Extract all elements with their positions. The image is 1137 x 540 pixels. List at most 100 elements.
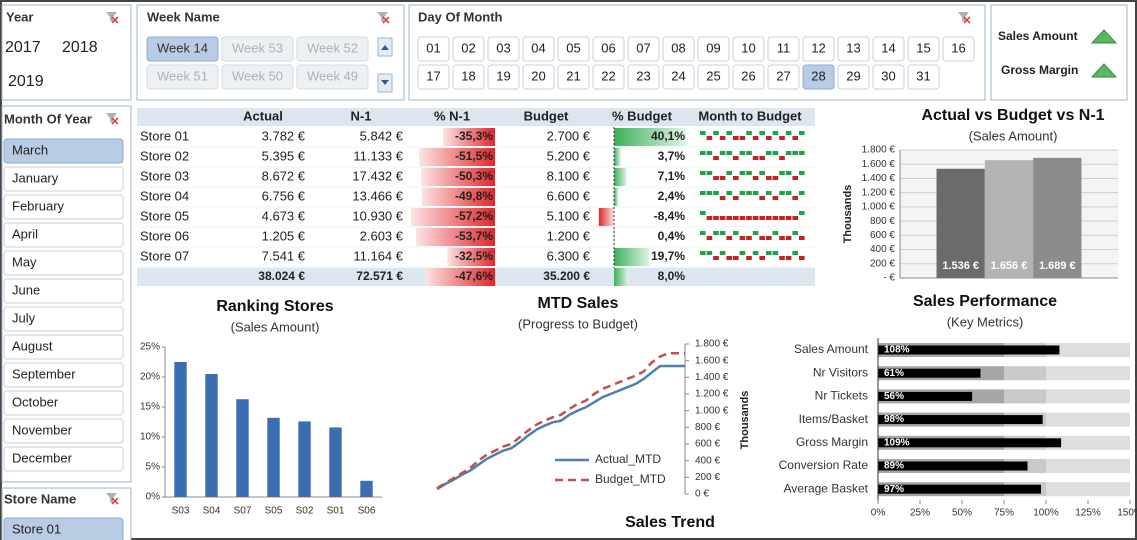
day-button[interactable] — [697, 36, 730, 62]
day-button[interactable] — [732, 36, 765, 62]
month-button[interactable] — [3, 166, 124, 192]
day-button-label[interactable]: 21 — [566, 68, 580, 83]
day-button[interactable] — [837, 64, 870, 90]
day-button-label[interactable]: 11 — [777, 40, 791, 55]
week-button[interactable] — [221, 64, 294, 90]
month-button[interactable] — [3, 250, 124, 276]
day-button[interactable] — [872, 64, 905, 90]
clear-filter-icon[interactable] — [111, 16, 119, 24]
day-button-label[interactable]: 26 — [741, 68, 755, 83]
day-button[interactable] — [697, 64, 730, 90]
day-button[interactable] — [802, 36, 835, 62]
day-button-label[interactable]: 03 — [496, 40, 510, 55]
month-button[interactable] — [3, 446, 124, 472]
day-button-label[interactable]: 24 — [671, 68, 685, 83]
month-button[interactable] — [3, 138, 124, 164]
day-button[interactable] — [592, 36, 625, 62]
day-button-label[interactable]: 04 — [531, 40, 545, 55]
week-button[interactable] — [146, 64, 219, 90]
day-button-label[interactable]: 12 — [811, 40, 825, 55]
store-button-label[interactable]: Store 01 — [12, 521, 61, 536]
day-button[interactable] — [942, 36, 975, 62]
day-button-label[interactable]: 19 — [496, 68, 510, 83]
day-button[interactable] — [417, 64, 450, 90]
day-button[interactable] — [627, 64, 660, 90]
day-button[interactable] — [907, 64, 940, 90]
day-button-label[interactable]: 10 — [741, 40, 755, 55]
day-button[interactable] — [802, 64, 835, 90]
metric-triangle[interactable] — [1090, 29, 1118, 44]
week-button-label[interactable]: Week 49 — [307, 68, 358, 83]
day-button-label[interactable]: 23 — [636, 68, 650, 83]
month-button-label[interactable]: August — [12, 338, 53, 353]
day-button-label[interactable]: 30 — [881, 68, 895, 83]
month-button-label[interactable]: October — [12, 394, 59, 409]
day-button[interactable] — [487, 36, 520, 62]
scroll-up-arrow[interactable] — [381, 45, 389, 50]
month-button[interactable] — [3, 306, 124, 332]
clear-filter-icon[interactable] — [106, 493, 117, 503]
clear-filter-icon[interactable] — [963, 16, 971, 24]
month-button[interactable] — [3, 194, 124, 220]
week-button-label[interactable]: Week 51 — [157, 68, 208, 83]
clear-filter-icon[interactable] — [958, 12, 969, 22]
day-button-label[interactable]: 16 — [951, 40, 965, 55]
week-button[interactable] — [296, 36, 369, 62]
day-button[interactable] — [662, 64, 695, 90]
day-button[interactable] — [557, 36, 590, 62]
day-button[interactable] — [872, 36, 905, 62]
scroll-down-arrow[interactable] — [381, 80, 389, 85]
store-button[interactable] — [3, 517, 124, 540]
year-item[interactable]: 2017 — [5, 39, 41, 56]
day-button-label[interactable]: 08 — [671, 40, 685, 55]
month-button-label[interactable]: July — [12, 310, 36, 325]
day-button-label[interactable]: 29 — [846, 68, 860, 83]
week-button-label[interactable]: Week 52 — [307, 40, 358, 55]
day-button-label[interactable]: 25 — [706, 68, 720, 83]
day-button-label[interactable]: 15 — [916, 40, 930, 55]
clear-filter-icon[interactable] — [106, 113, 117, 123]
day-button[interactable] — [907, 36, 940, 62]
clear-filter-icon[interactable] — [111, 117, 119, 125]
day-button[interactable] — [522, 36, 555, 62]
day-button[interactable] — [452, 64, 485, 90]
month-button-label[interactable]: June — [12, 282, 40, 297]
day-button-label[interactable]: 07 — [636, 40, 650, 55]
clear-filter-icon[interactable] — [106, 12, 117, 22]
day-button-label[interactable]: 17 — [426, 68, 440, 83]
day-button[interactable] — [767, 36, 800, 62]
month-button-label[interactable]: March — [12, 142, 48, 157]
day-button-label[interactable]: 01 — [426, 40, 440, 55]
day-button[interactable] — [627, 36, 660, 62]
week-button-label[interactable]: Week 53 — [232, 40, 283, 55]
month-button[interactable] — [3, 418, 124, 444]
week-button[interactable] — [146, 36, 219, 62]
day-button-label[interactable]: 18 — [461, 68, 475, 83]
month-button-label[interactable]: April — [12, 226, 38, 241]
day-button[interactable] — [487, 64, 520, 90]
metric-button[interactable]: Gross Margin — [1001, 63, 1078, 77]
day-button-label[interactable]: 13 — [846, 40, 860, 55]
clear-filter-icon[interactable] — [382, 16, 390, 24]
metric-triangle[interactable] — [1090, 63, 1118, 78]
month-button-label[interactable]: December — [12, 450, 73, 465]
day-button[interactable] — [592, 64, 625, 90]
week-button-label[interactable]: Week 50 — [232, 68, 283, 83]
week-button-label[interactable]: Week 14 — [157, 40, 208, 55]
day-button-label[interactable]: 27 — [776, 68, 790, 83]
metric-button[interactable]: Sales Amount — [998, 29, 1078, 43]
month-button-label[interactable]: November — [12, 422, 73, 437]
day-button-label[interactable]: 06 — [601, 40, 615, 55]
year-item[interactable]: 2018 — [62, 39, 98, 56]
clear-filter-icon[interactable] — [111, 497, 119, 505]
day-button-label[interactable]: 28 — [811, 68, 825, 83]
day-button-label[interactable]: 02 — [461, 40, 475, 55]
week-button[interactable] — [221, 36, 294, 62]
day-button[interactable] — [662, 36, 695, 62]
day-button[interactable] — [837, 36, 870, 62]
month-button[interactable] — [3, 278, 124, 304]
week-button[interactable] — [296, 64, 369, 90]
month-button-label[interactable]: May — [12, 254, 37, 269]
day-button[interactable] — [767, 64, 800, 90]
month-button-label[interactable]: February — [12, 198, 65, 213]
